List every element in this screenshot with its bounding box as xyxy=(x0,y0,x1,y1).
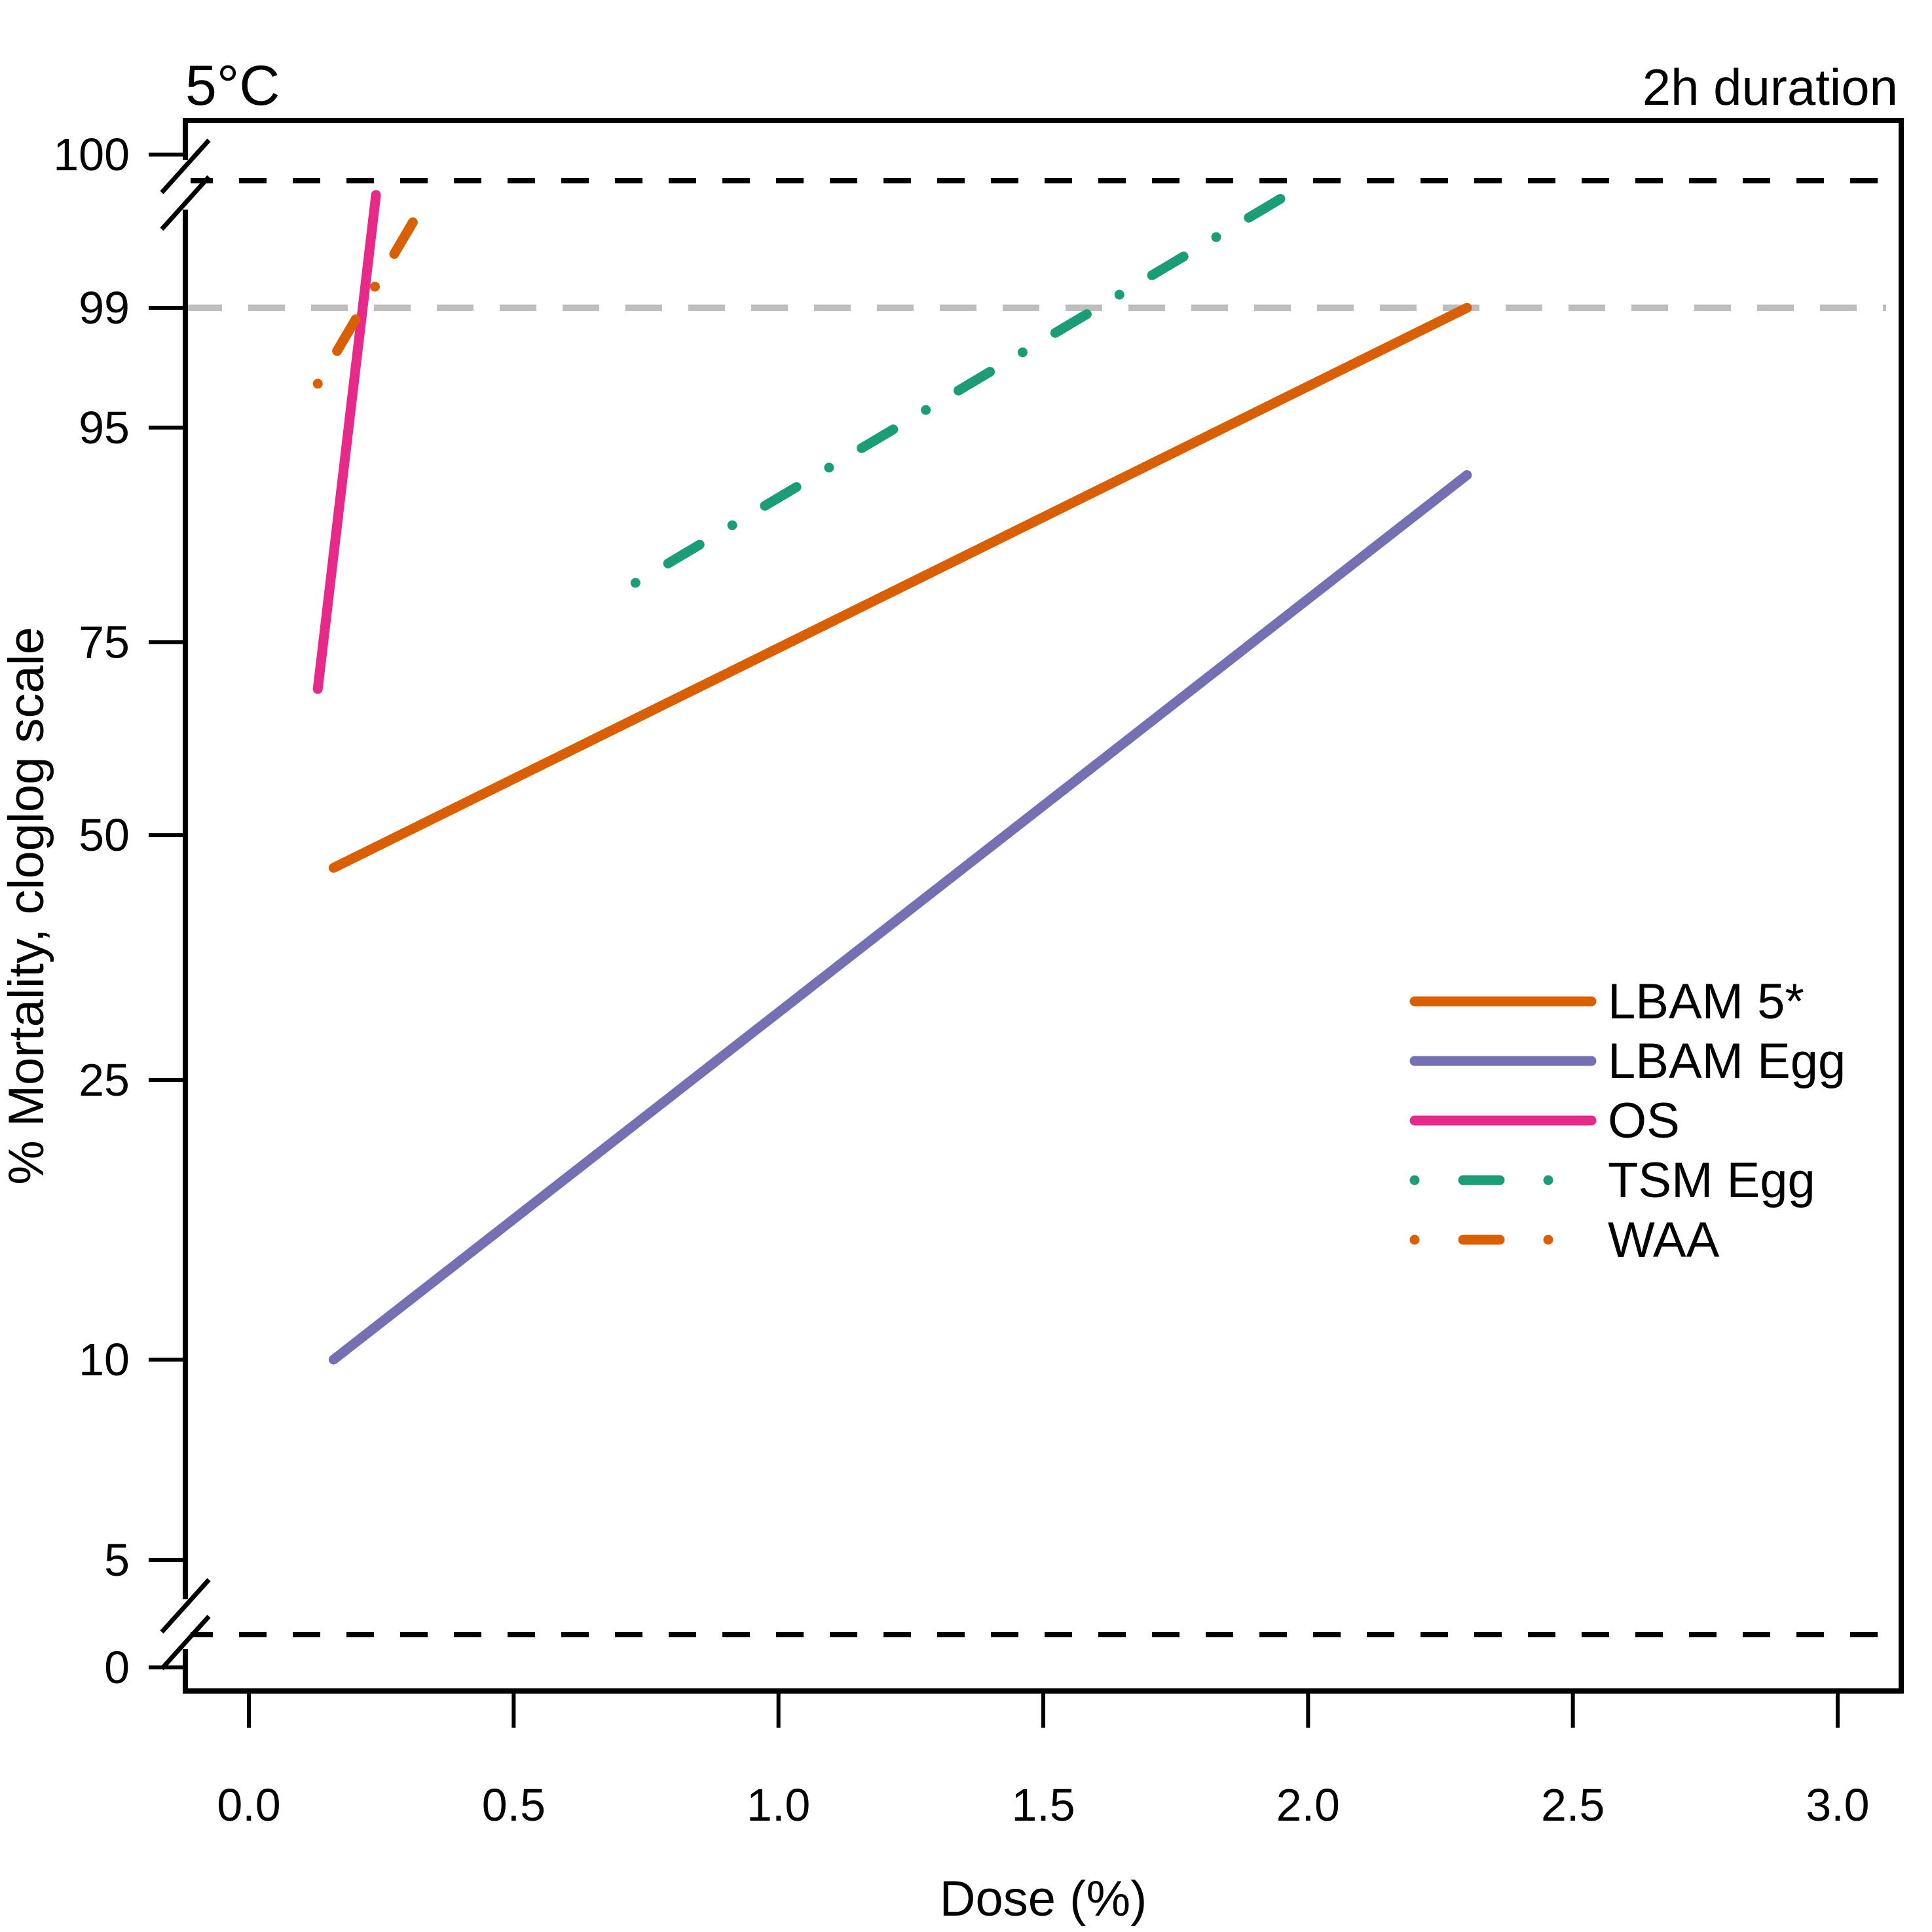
legend-label-1: LBAM 5* xyxy=(1608,974,1804,1030)
x-tick-label: 2.5 xyxy=(1541,1779,1605,1830)
y-tick-label: 25 xyxy=(79,1054,130,1105)
x-axis-label: Dose (%) xyxy=(940,1871,1147,1927)
axis-break-slash xyxy=(160,138,211,195)
reference-lines xyxy=(185,178,1886,1637)
plot-frame xyxy=(183,118,1904,1694)
series-lines xyxy=(312,190,1472,1365)
axis-break-slash xyxy=(160,175,211,231)
legend-label-5: WAA xyxy=(1608,1212,1720,1268)
chart-title: 5°C xyxy=(185,54,280,117)
y-tick-label: 10 xyxy=(79,1334,130,1385)
x-tick-label: 1.0 xyxy=(747,1779,810,1830)
y-tick-label: 100 xyxy=(53,129,130,180)
axis-break-slash xyxy=(160,1614,211,1671)
chart-subtitle: 2h duration xyxy=(1643,58,1898,116)
x-tick-label: 0.5 xyxy=(482,1779,546,1830)
x-tick-label: 2.0 xyxy=(1276,1779,1340,1830)
y-tick-label: 50 xyxy=(79,809,130,861)
y-tick-label: 75 xyxy=(79,616,130,667)
y-tick-label: 5 xyxy=(104,1534,130,1586)
legend-label-2: LBAM Egg xyxy=(1608,1033,1846,1089)
legend-label-3: OS xyxy=(1608,1093,1680,1149)
y-axis-label: % Mortality, cloglog scale xyxy=(0,627,54,1185)
series-line-4 xyxy=(630,190,1292,588)
y-tick-label: 0 xyxy=(104,1642,130,1693)
series-line-1 xyxy=(328,303,1472,873)
x-axis: 0.0 0.5 1.0 1.5 2.0 2.5 3.0 xyxy=(217,1689,1870,1830)
series-line-5 xyxy=(312,190,434,389)
axis-break-slash xyxy=(160,1578,211,1634)
legend-label-4: TSM Egg xyxy=(1608,1153,1815,1208)
x-tick-label: 1.5 xyxy=(1011,1779,1075,1830)
x-tick-label: 0.0 xyxy=(217,1779,280,1830)
axis-breaks xyxy=(160,138,211,1671)
series-line-2 xyxy=(328,470,1472,1365)
x-tick-label: 3.0 xyxy=(1806,1779,1869,1830)
y-tick-label: 95 xyxy=(79,402,130,453)
y-tick-label: 99 xyxy=(79,282,130,333)
y-axis: 0 5 10 25 50 75 95 99 100 xyxy=(53,129,185,1693)
series-line-3 xyxy=(312,190,381,694)
